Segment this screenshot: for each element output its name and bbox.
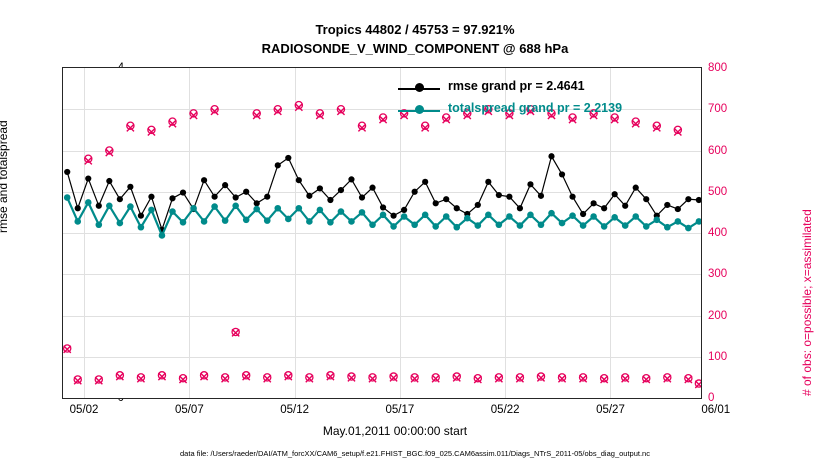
y-tick-right: 400 — [708, 227, 728, 239]
gridline-vertical — [610, 68, 612, 398]
x-tick: 05/17 — [385, 404, 415, 416]
x-tick: 05/02 — [69, 404, 99, 416]
chart-title: Tropics 44802 / 45753 = 97.921% RADIOSON… — [0, 20, 830, 58]
title-line-1: Tropics 44802 / 45753 = 97.921% — [315, 22, 515, 37]
gridline-vertical — [294, 68, 296, 398]
y-tick-right: 100 — [708, 350, 728, 363]
plot-area — [62, 67, 702, 399]
y-axis-label-left: rmse and totalspread — [0, 120, 10, 233]
legend-label-rmse: rmse grand pr = 2.4641 — [448, 79, 585, 93]
gridline-horizontal — [63, 150, 701, 152]
x-axis-label: May.01,2011 00:00:00 start — [322, 424, 468, 438]
x-tick: 05/12 — [280, 404, 309, 416]
y-tick-right: 500 — [708, 185, 728, 198]
gridline-horizontal — [63, 109, 701, 111]
gridline-horizontal — [63, 274, 701, 276]
y-tick-right: 700 — [708, 103, 728, 116]
y-axis-label-right: # of obs: o=possible; x=assimilated — [800, 209, 814, 396]
y-tick-right: 600 — [708, 144, 728, 157]
y-tick-right: 300 — [708, 268, 728, 281]
series-3 — [63, 103, 701, 389]
gridline-vertical — [84, 68, 86, 398]
x-tick: 06/01 — [701, 404, 731, 416]
series-1 — [63, 194, 701, 239]
x-tick: 05/07 — [174, 404, 204, 416]
legend-marker-rmse — [415, 83, 424, 92]
gridline-horizontal — [63, 233, 701, 234]
title-line-2: RADIOSONDE_V_WIND_COMPONENT @ 688 hPa — [261, 41, 569, 56]
data-file-footnote: data file: /Users/raeder/DAI/ATM_forcXX/… — [180, 449, 650, 458]
legend-item-rmse: rmse grand pr = 2.4641 — [398, 78, 630, 100]
x-tick: 05/22 — [490, 404, 520, 416]
gridline-vertical — [399, 68, 401, 398]
x-tick: 05/27 — [596, 404, 625, 416]
y-tick-right: 200 — [708, 309, 728, 322]
y-tick-right: 0 — [708, 392, 715, 404]
gridline-horizontal — [63, 191, 701, 193]
plot-svg — [63, 100, 701, 389]
legend-marker-totalspread — [415, 105, 424, 114]
legend-item-totalspread: totalspread grand pr = 2.2139 — [398, 100, 630, 122]
gridline-vertical — [189, 68, 191, 398]
gridline-horizontal — [63, 315, 701, 317]
gridline-vertical — [505, 68, 507, 398]
legend-label-totalspread: totalspread grand pr = 2.2139 — [448, 101, 623, 115]
y-tick-right: 800 — [708, 62, 728, 74]
series-2 — [63, 100, 701, 388]
gridline-horizontal — [63, 356, 701, 358]
series-0 — [64, 153, 701, 233]
legend: rmse grand pr = 2.4641 totalspread grand… — [398, 78, 630, 122]
